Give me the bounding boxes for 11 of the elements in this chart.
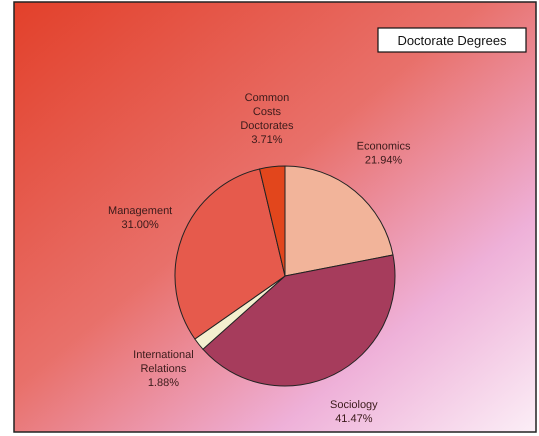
data-label: 41.47% [335, 412, 373, 425]
text: Doctorate Degrees [397, 33, 508, 48]
slice-label: International Relations [133, 349, 194, 376]
data-label: 3.71% [251, 134, 283, 146]
data-label: 21.94% [364, 154, 402, 166]
slice-label: Economics [356, 140, 411, 152]
slice-label: Common Costs Doctorates [240, 92, 294, 132]
slice-label: Management [108, 204, 172, 217]
slice-label: Sociology [330, 398, 378, 411]
data-label: 1.88% [148, 377, 180, 390]
data-label: 31.00% [121, 218, 160, 231]
